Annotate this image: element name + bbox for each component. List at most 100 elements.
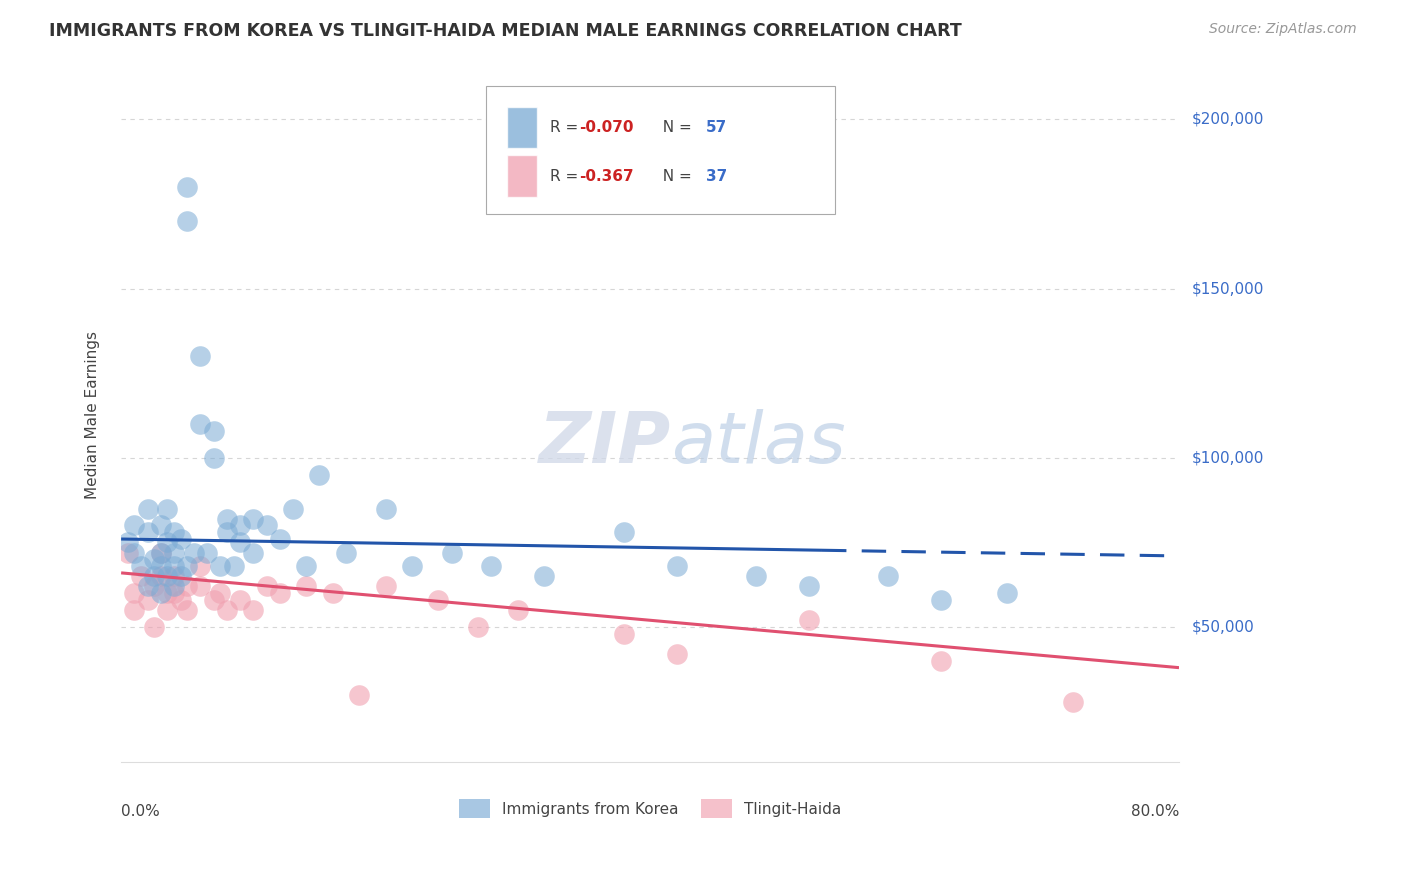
Point [143,552,166,566]
Point [256,518,278,533]
Point [163,559,186,574]
Point [149,569,172,583]
Text: atlas: atlas [671,409,846,478]
Point [163,569,186,583]
Text: ZIP: ZIP [538,409,671,478]
Text: N =: N = [654,120,697,135]
Point [156,569,179,583]
Point [308,467,330,482]
Text: 0.0%: 0.0% [121,804,160,819]
Point [745,569,768,583]
FancyBboxPatch shape [486,86,835,214]
Point [374,501,396,516]
Point [613,627,636,641]
Point [242,603,264,617]
Text: $200,000: $200,000 [1192,112,1264,127]
Point [229,593,252,607]
Point [124,603,146,617]
Point [229,535,252,549]
Text: $50,000: $50,000 [1192,620,1254,634]
Point [156,501,179,516]
Point [215,525,238,540]
Text: 37: 37 [706,169,727,184]
Text: -0.367: -0.367 [579,169,634,184]
Point [156,535,179,549]
Point [929,654,952,668]
Point [190,579,212,593]
Point [195,545,218,559]
Point [149,545,172,559]
Point [176,559,198,574]
Point [242,512,264,526]
Point [143,620,166,634]
Point [202,593,225,607]
Point [322,586,344,600]
Text: R =: R = [550,120,582,135]
Point [176,603,198,617]
Point [215,512,238,526]
Point [229,518,252,533]
Text: $150,000: $150,000 [1192,281,1264,296]
Point [209,586,232,600]
Point [209,559,232,574]
Text: R =: R = [550,169,582,184]
Point [156,586,179,600]
Point [124,518,146,533]
Point [335,545,357,559]
Point [374,579,396,593]
Point [427,593,450,607]
Point [149,559,172,574]
Point [190,349,212,363]
Point [347,688,370,702]
Point [169,569,191,583]
Point [124,586,146,600]
Point [117,535,139,549]
Point [143,569,166,583]
Point [929,593,952,607]
Point [117,545,139,559]
FancyBboxPatch shape [508,107,537,148]
Point [995,586,1018,600]
Point [149,586,172,600]
Legend: Immigrants from Korea, Tlingit-Haida: Immigrants from Korea, Tlingit-Haida [453,793,848,824]
Point [143,579,166,593]
Point [124,545,146,559]
Point [149,518,172,533]
Y-axis label: Median Male Earnings: Median Male Earnings [86,332,100,500]
Point [129,559,152,574]
Point [533,569,555,583]
Point [129,569,152,583]
Point [222,559,245,574]
Point [269,532,291,546]
Point [183,545,205,559]
Text: 57: 57 [706,120,727,135]
Point [163,586,186,600]
Point [136,593,159,607]
Point [665,647,688,661]
Text: Source: ZipAtlas.com: Source: ZipAtlas.com [1209,22,1357,37]
Text: -0.070: -0.070 [579,120,634,135]
Point [136,525,159,540]
Point [202,450,225,465]
Point [506,603,529,617]
Point [149,545,172,559]
Point [190,559,212,574]
Point [797,579,820,593]
Point [295,559,318,574]
Text: $100,000: $100,000 [1192,450,1264,466]
Point [613,525,636,540]
Point [256,579,278,593]
Point [215,603,238,617]
Point [176,579,198,593]
Point [169,593,191,607]
Point [136,579,159,593]
Point [176,214,198,228]
Point [163,525,186,540]
Point [136,501,159,516]
Point [190,417,212,431]
Point [797,613,820,627]
Point [176,180,198,194]
Point [281,501,304,516]
Text: IMMIGRANTS FROM KOREA VS TLINGIT-HAIDA MEDIAN MALE EARNINGS CORRELATION CHART: IMMIGRANTS FROM KOREA VS TLINGIT-HAIDA M… [49,22,962,40]
Point [877,569,900,583]
